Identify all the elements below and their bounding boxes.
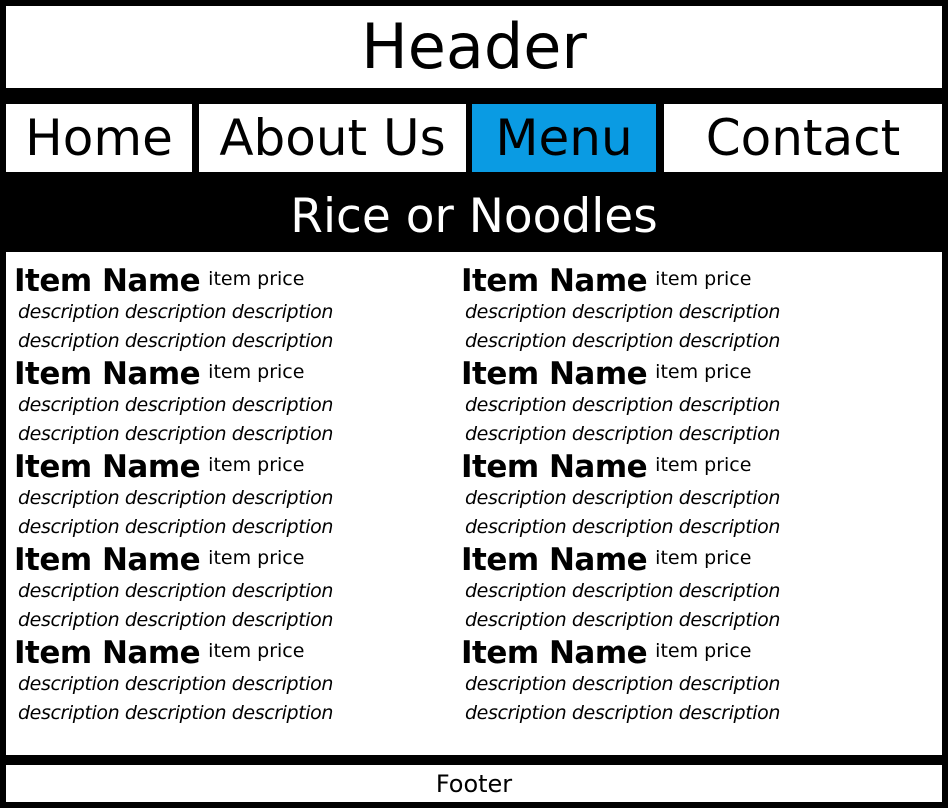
- item-description: description description description: [18, 487, 334, 509]
- menu-item: Item Name item price description descript…: [461, 545, 901, 638]
- item-description: description description description: [18, 330, 334, 352]
- nav-item-about-us[interactable]: About Us: [199, 104, 466, 172]
- item-name: Item Name: [461, 356, 648, 392]
- item-description: description description description: [465, 487, 781, 509]
- item-price: item price: [208, 268, 305, 290]
- nav-item-contact[interactable]: Contact: [664, 104, 942, 172]
- item-price: item price: [208, 361, 305, 383]
- item-description: description description description: [465, 423, 781, 445]
- item-name: Item Name: [461, 542, 648, 578]
- item-description: description description description: [18, 516, 334, 538]
- category-title: Rice or Noodles: [0, 182, 948, 250]
- item-description: description description description: [465, 330, 781, 352]
- menu-item: Item Name item price description descript…: [14, 359, 454, 452]
- menu-item: Item Name item price description descript…: [14, 266, 454, 359]
- item-price: item price: [655, 454, 752, 476]
- item-price: item price: [655, 547, 752, 569]
- item-name: Item Name: [14, 449, 201, 485]
- header-title: Header: [361, 10, 587, 83]
- menu-item: Item Name item price description descript…: [14, 545, 454, 638]
- nav-item-menu[interactable]: Menu: [472, 104, 656, 172]
- item-price: item price: [208, 454, 305, 476]
- item-description: description description description: [465, 394, 781, 416]
- item-name: Item Name: [14, 635, 201, 671]
- menu-column-right: Item Name item price description descript…: [461, 266, 901, 731]
- item-description: description description description: [18, 301, 334, 323]
- item-price: item price: [655, 268, 752, 290]
- item-price: item price: [655, 361, 752, 383]
- menu-content: Item Name item price description descript…: [6, 252, 942, 755]
- item-description: description description description: [18, 394, 334, 416]
- item-price: item price: [655, 640, 752, 662]
- item-description: description description description: [18, 580, 334, 602]
- item-name: Item Name: [14, 263, 201, 299]
- item-description: description description description: [18, 609, 334, 631]
- menu-item: Item Name item price description descript…: [461, 266, 901, 359]
- item-price: item price: [208, 547, 305, 569]
- menu-item: Item Name item price description descript…: [14, 452, 454, 545]
- nav-item-home[interactable]: Home: [6, 104, 192, 172]
- item-name: Item Name: [14, 356, 201, 392]
- item-description: description description description: [465, 609, 781, 631]
- item-description: description description description: [18, 673, 334, 695]
- item-description: description description description: [465, 673, 781, 695]
- menu-item: Item Name item price description descript…: [14, 638, 454, 731]
- item-description: description description description: [465, 702, 781, 724]
- page-header: Header: [6, 6, 942, 88]
- menu-item: Item Name item price description descript…: [461, 359, 901, 452]
- item-name: Item Name: [461, 449, 648, 485]
- item-description: description description description: [465, 301, 781, 323]
- menu-item: Item Name item price description descript…: [461, 638, 901, 731]
- item-description: description description description: [18, 423, 334, 445]
- item-description: description description description: [465, 516, 781, 538]
- item-name: Item Name: [461, 635, 648, 671]
- item-description: description description description: [18, 702, 334, 724]
- item-price: item price: [208, 640, 305, 662]
- menu-item: Item Name item price description descript…: [461, 452, 901, 545]
- page-footer: Footer: [6, 765, 942, 802]
- footer-text: Footer: [435, 769, 513, 798]
- menu-column-left: Item Name item price description descript…: [14, 266, 454, 731]
- item-description: description description description: [465, 580, 781, 602]
- item-name: Item Name: [14, 542, 201, 578]
- item-name: Item Name: [461, 263, 648, 299]
